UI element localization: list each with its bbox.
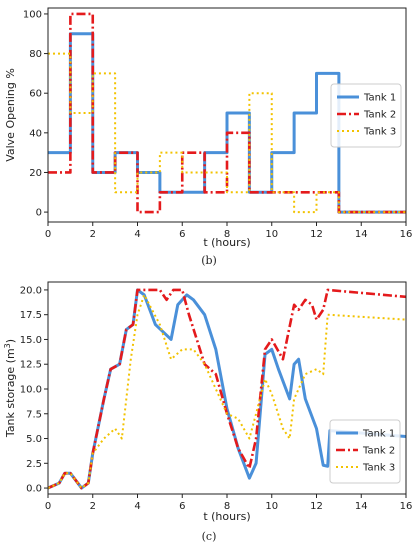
x-tick-label: 2	[90, 229, 96, 240]
legend-label-1: Tank 1	[363, 93, 396, 104]
y-tick-label: 0.0	[26, 484, 42, 495]
series-line-3	[48, 293, 406, 490]
x-tick-label: 16	[400, 501, 413, 512]
x-tick-label: 6	[179, 501, 185, 512]
legend-label-2: Tank 2	[363, 110, 396, 121]
x-tick-label: 16	[400, 229, 413, 240]
series-line-3	[48, 52, 406, 214]
y-axis-label: Valve Opening %	[4, 68, 17, 162]
x-tick-label: 10	[265, 501, 278, 512]
legend-label-3: Tank 3	[363, 127, 396, 138]
x-tick-label: 4	[134, 229, 140, 240]
series-line-2	[48, 12, 406, 214]
figure-caption: (b)	[201, 254, 217, 267]
x-axis-label: t (hours)	[203, 510, 250, 523]
legend: Tank 1 Tank 2 Tank 3	[329, 419, 401, 484]
y-tick-label: 0	[36, 208, 42, 219]
chart-0: 0 2 4 6 8 10 12 14 16 0 20 40 60 80 100 t (hours) Valve …	[4, 7, 413, 267]
y-tick-label: 40	[29, 128, 42, 139]
x-tick-label: 14	[355, 501, 368, 512]
chart-1: 0 2 4 6 8 10 12 14 16 0.0 2.5 5.0 7.5 10.0 12.5 15.0 17.…	[3, 281, 413, 543]
y-tick-label: 80	[29, 49, 42, 60]
legend-label-3: Tank 3	[362, 463, 395, 474]
x-tick-label: 12	[310, 229, 323, 240]
y-tick-label: 100	[23, 9, 42, 20]
y-tick-label: 7.5	[26, 409, 42, 420]
y-tick-label: 10.0	[20, 384, 42, 395]
y-tick-label: 2.5	[26, 459, 42, 470]
legend: Tank 1 Tank 2 Tank 3	[330, 83, 402, 148]
x-tick-label: 4	[134, 501, 140, 512]
y-tick-label: 5.0	[26, 434, 42, 445]
x-tick-label: 0	[45, 501, 51, 512]
y-tick-label: 17.5	[20, 310, 42, 321]
x-tick-label: 8	[224, 501, 230, 512]
plot-frame	[47, 7, 407, 223]
x-tick-label: 8	[224, 229, 230, 240]
x-tick-label: 0	[45, 229, 51, 240]
plot-frame	[47, 281, 407, 495]
y-tick-label: 15.0	[20, 335, 42, 346]
figure-caption: (c)	[202, 530, 217, 543]
y-axis-label: Tank storage (m3)	[3, 339, 18, 438]
y-tick-label: 20	[29, 168, 42, 179]
legend-label-1: Tank 1	[362, 429, 395, 440]
x-tick-label: 14	[355, 229, 368, 240]
legend-label-2: Tank 2	[362, 446, 395, 457]
x-tick-label: 10	[265, 229, 278, 240]
x-tick-label: 6	[179, 229, 185, 240]
y-tick-label: 20.0	[20, 285, 42, 296]
y-tick-label: 60	[29, 89, 42, 100]
x-axis-label: t (hours)	[203, 236, 250, 249]
x-tick-label: 2	[90, 501, 96, 512]
y-tick-label: 12.5	[20, 360, 42, 371]
x-tick-label: 12	[310, 501, 323, 512]
